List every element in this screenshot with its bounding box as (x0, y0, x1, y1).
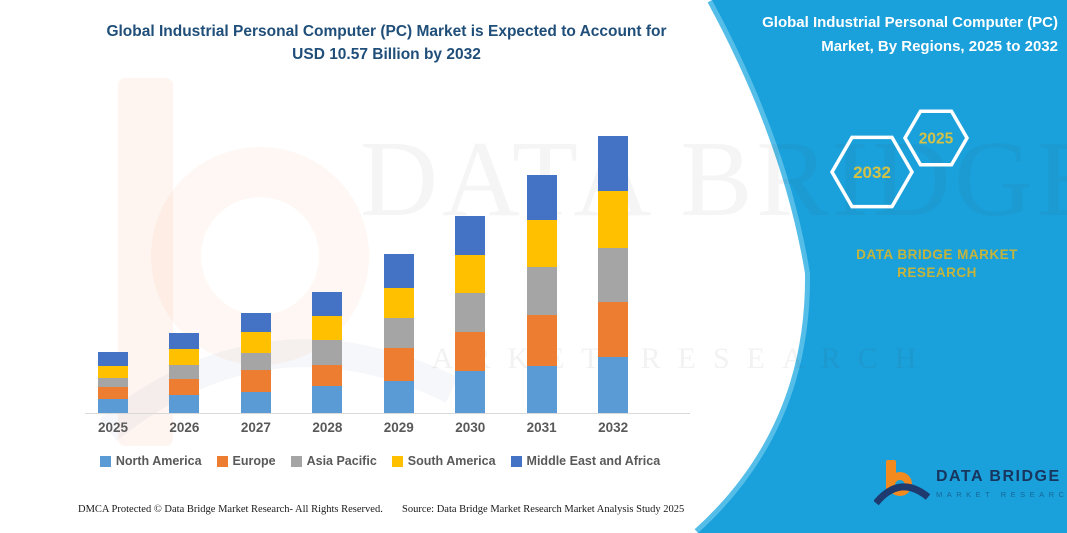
company-logo: DATA BRIDGE MARKET RESEARCH (874, 456, 1067, 512)
legend-item-middle-east-and-africa: Middle East and Africa (510, 454, 661, 468)
bar-segment-north-america (169, 395, 200, 413)
chart-title-line2: USD 10.57 Billion by 2032 (292, 46, 481, 63)
bar-segment-south-america (98, 366, 128, 379)
hexagon-2025 (902, 109, 970, 167)
bar-segment-asia-pacific (455, 293, 486, 332)
dmca-notice: DMCA Protected © Data Bridge Market Rese… (78, 504, 383, 515)
bar-segment-north-america (455, 370, 486, 413)
bar-segment-asia-pacific (240, 352, 271, 370)
bar-segment-north-america (383, 380, 414, 413)
bar-segment-south-america (240, 331, 271, 353)
x-axis-line (85, 412, 690, 414)
x-axis-label-2030: 2030 (455, 420, 486, 435)
legend-item-europe: Europe (216, 454, 276, 468)
bar-2027 (240, 313, 271, 413)
bar-segment-middle-east-and-africa (383, 254, 414, 288)
legend-item-asia-pacific: Asia Pacific (290, 454, 377, 468)
bar-segment-north-america (526, 365, 557, 413)
bar-segment-south-america (383, 287, 414, 318)
stacked-bar-chart (85, 117, 690, 413)
bar-segment-middle-east-and-africa (98, 352, 128, 367)
bar-segment-europe (526, 315, 557, 366)
bar-segment-south-america (312, 315, 343, 340)
bar-2028 (312, 291, 343, 413)
bar-2031 (526, 174, 557, 413)
bar-segment-south-america (526, 219, 557, 268)
bar-segment-middle-east-and-africa (598, 136, 629, 192)
bar-segment-north-america (598, 356, 629, 413)
bar-segment-europe (383, 347, 414, 381)
bar-segment-middle-east-and-africa (169, 333, 200, 349)
bar-segment-asia-pacific (312, 339, 343, 366)
bar-segment-asia-pacific (169, 364, 200, 380)
x-axis-label-2029: 2029 (383, 420, 414, 435)
x-axis-label-2025: 2025 (97, 420, 129, 435)
source-note: Source: Data Bridge Market Research Mark… (402, 504, 685, 515)
bar-segment-south-america (455, 255, 486, 294)
brand-wordmark-line1: DATA BRIDGE MARKET (856, 247, 1018, 262)
legend-item-north-america: North America (99, 454, 202, 468)
legend-swatch (290, 455, 302, 467)
bar-2026 (169, 333, 200, 413)
legend-swatch (391, 455, 403, 467)
bar-segment-asia-pacific (526, 267, 557, 316)
x-axis-label-2032: 2032 (598, 420, 629, 435)
hexagon-2032-label: 2032 (853, 163, 891, 182)
x-axis-label-2027: 2027 (240, 420, 271, 435)
brand-wordmark: DATA BRIDGE MARKET RESEARCH (843, 246, 1031, 281)
legend-label: Middle East and Africa (526, 454, 661, 468)
bar-segment-asia-pacific (98, 378, 128, 387)
legend-label: Asia Pacific (306, 454, 377, 468)
bar-2025 (98, 352, 128, 413)
legend-label: South America (407, 454, 496, 468)
brand-wordmark-line2: RESEARCH (897, 264, 977, 280)
bar-segment-middle-east-and-africa (312, 291, 343, 316)
bar-segment-europe (169, 379, 200, 396)
bar-segment-europe (98, 386, 128, 400)
legend-label: Europe (232, 454, 276, 468)
hexagon-2032 (829, 135, 915, 209)
x-axis-label-2026: 2026 (169, 420, 200, 435)
legend-swatch (99, 455, 111, 467)
chart-title: Global Industrial Personal Computer (PC)… (64, 20, 709, 66)
bar-segment-europe (455, 331, 486, 371)
legend-swatch (216, 455, 228, 467)
bar-segment-europe (240, 369, 271, 393)
bar-segment-south-america (169, 348, 200, 365)
bar-segment-middle-east-and-africa (240, 313, 271, 332)
chart-title-line1: Global Industrial Personal Computer (PC)… (106, 23, 667, 40)
bar-2029 (383, 254, 414, 413)
legend-swatch (510, 455, 522, 467)
hexagon-2025-label: 2025 (919, 131, 954, 148)
legend-label: North America (115, 454, 202, 468)
bar-segment-asia-pacific (383, 317, 414, 348)
bar-segment-north-america (98, 399, 128, 413)
bar-segment-middle-east-and-africa (526, 174, 557, 220)
company-logo-icon (874, 460, 930, 506)
company-tagline: MARKET RESEARCH (936, 490, 1067, 499)
panel-edge-stripe (694, 0, 816, 533)
bar-segment-north-america (240, 392, 271, 413)
company-name: DATA BRIDGE (936, 468, 1061, 485)
bar-segment-europe (312, 365, 343, 387)
bar-2030 (455, 215, 486, 413)
bar-2032 (598, 136, 629, 413)
legend-item-south-america: South America (391, 454, 496, 468)
x-axis-label-2031: 2031 (526, 420, 557, 435)
bar-segment-asia-pacific (598, 247, 629, 303)
bar-segment-middle-east-and-africa (455, 215, 486, 256)
bar-segment-south-america (598, 191, 629, 248)
panel-title: Global Industrial Personal Computer (PC)… (762, 14, 1058, 55)
bar-segment-europe (598, 302, 629, 357)
bar-segment-north-america (312, 386, 343, 413)
x-axis-labels: 2025 2026 2027 2028 2029 2030 2031 2032 (85, 420, 690, 440)
chart-legend: North America Europe Asia Pacific South Ame… (80, 454, 680, 468)
x-axis-label-2028: 2028 (312, 420, 343, 435)
company-logo-text: DATA BRIDGE MARKET RESEARCH (936, 468, 1067, 499)
